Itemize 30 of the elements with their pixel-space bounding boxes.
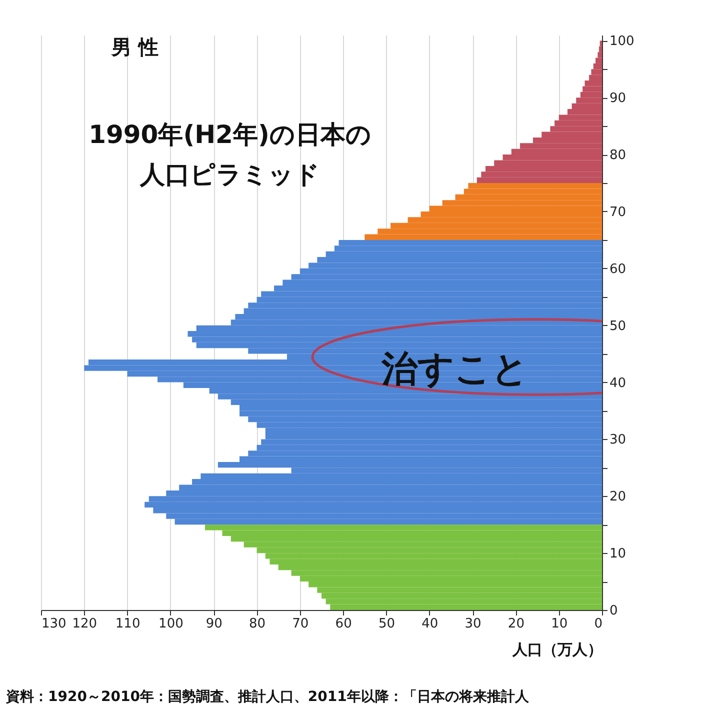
x-tick-label: 80 [248, 616, 266, 632]
y-tick-label: 100 [610, 34, 634, 50]
x-tick-label: 50 [378, 616, 396, 632]
y-tick-label: 30 [610, 432, 626, 448]
x-tick-label: 120 [72, 616, 98, 632]
x-tick-label: 130 [42, 616, 66, 632]
y-tick-label: 40 [610, 376, 626, 391]
y-tick-label: 90 [610, 91, 626, 106]
x-tick-label: 30 [464, 616, 482, 632]
y-tick-label: 70 [610, 204, 626, 220]
x-tick-label: 70 [292, 616, 309, 632]
y-tick-label: 20 [610, 490, 626, 505]
y-tick-label: 80 [610, 148, 626, 164]
x-tick-label: 10 [551, 616, 568, 632]
x-tick-label: 40 [422, 616, 438, 632]
text: 1990年(H2年)の日本の人口ピラミッド [88, 120, 372, 189]
x-tick-label: 0 [594, 616, 602, 632]
annotation: 治すこと [380, 349, 528, 390]
x-tick-label: 20 [508, 616, 524, 632]
text: 資料：1920～2010年：国勢調査、推計人口、2011年以降：「日本の将来推計人 [5, 688, 530, 705]
x-tick-label: 110 [115, 616, 140, 632]
x-tick-label: 90 [206, 616, 222, 632]
x-axis-title: 人口（万人） [512, 640, 602, 658]
y-tick-label: 10 [610, 546, 626, 562]
x-tick-label: 60 [335, 616, 352, 632]
y-tick-label: 50 [610, 318, 626, 334]
x-tick-label: 100 [158, 616, 184, 632]
annotation: 男 性 [110, 35, 158, 59]
y-tick-label: 0 [610, 604, 618, 618]
y-tick-label: 60 [610, 262, 626, 277]
